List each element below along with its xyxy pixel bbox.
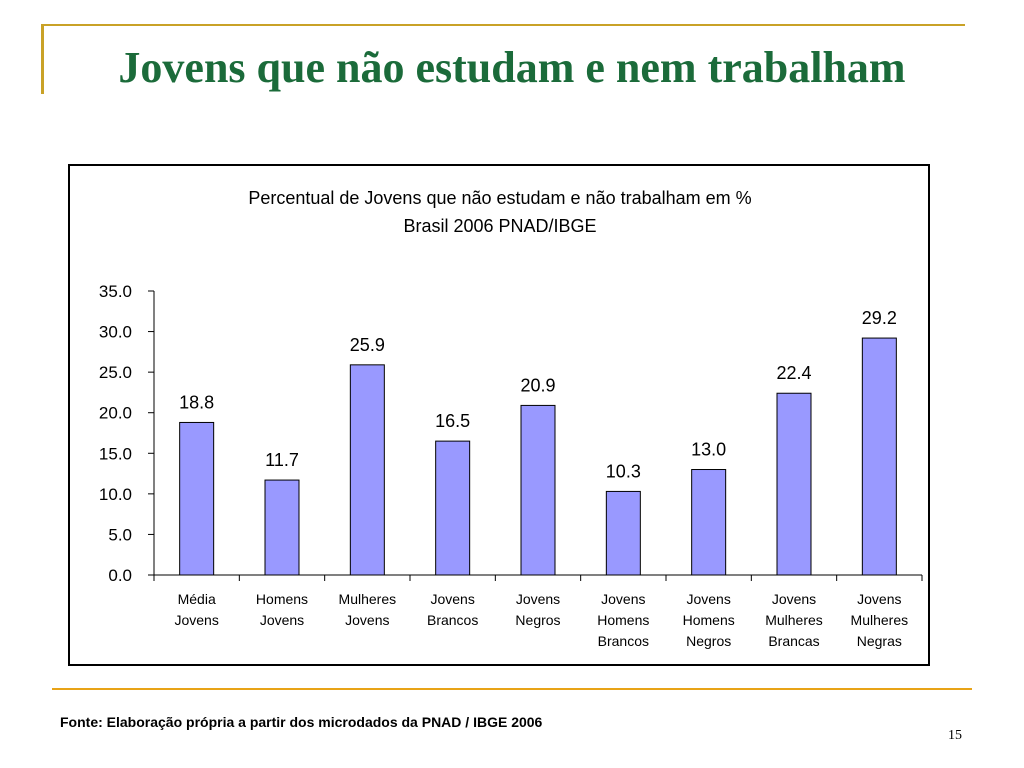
- bar-value-label: 22.4: [776, 363, 811, 383]
- x-category-label: Negros: [686, 633, 731, 649]
- bar-chart: Percentual de Jovens que não estudam e n…: [99, 188, 923, 649]
- bar-value-label: 10.3: [606, 461, 641, 481]
- x-category-label: Jovens: [174, 612, 218, 628]
- y-tick-label: 5.0: [108, 525, 132, 544]
- chart-frame: Percentual de Jovens que não estudam e n…: [68, 164, 930, 666]
- bar-value-label: 16.5: [435, 411, 470, 431]
- x-category-label: Média: [178, 591, 216, 607]
- y-tick-label: 20.0: [99, 404, 132, 423]
- x-category-label: Jovens: [516, 591, 560, 607]
- x-category-label: Negras: [857, 633, 902, 649]
- slide-number: 15: [948, 728, 962, 743]
- x-category-label: Jovens: [345, 612, 389, 628]
- bar: [264, 479, 300, 576]
- y-tick-label: 30.0: [99, 323, 132, 342]
- bar-value-label: 11.7: [265, 450, 299, 470]
- x-category-label: Jovens: [601, 591, 645, 607]
- x-category-label: Brancas: [768, 633, 819, 649]
- source-note: Fonte: Elaboração própria a partir dos m…: [60, 714, 543, 730]
- decorative-top-line: [41, 24, 965, 26]
- x-category-label: Homens: [597, 612, 649, 628]
- y-tick-label: 15.0: [99, 444, 132, 463]
- x-category-label: Jovens: [772, 591, 816, 607]
- bar: [861, 337, 897, 576]
- slide-title: Jovens que não estudam e nem trabalham: [118, 43, 906, 92]
- bar-value-label: 13.0: [691, 440, 726, 460]
- bar-value-label: 20.9: [520, 375, 555, 395]
- x-category-label: Jovens: [430, 591, 474, 607]
- y-tick-label: 25.0: [99, 363, 132, 382]
- decorative-vertical-line: [41, 24, 44, 94]
- y-tick-label: 0.0: [108, 566, 132, 585]
- y-tick-label: 35.0: [99, 282, 132, 301]
- x-category-label: Jovens: [260, 612, 304, 628]
- chart-subtitle: Brasil 2006 PNAD/IBGE: [403, 216, 596, 236]
- bar: [349, 364, 385, 576]
- x-category-label: Mulheres: [851, 612, 909, 628]
- x-category-label: Homens: [256, 591, 308, 607]
- chart-title: Percentual de Jovens que não estudam e n…: [248, 188, 751, 208]
- decorative-bottom-line: [52, 688, 972, 690]
- bar-value-label: 29.2: [862, 308, 897, 328]
- x-category-label: Brancos: [427, 612, 478, 628]
- bar-value-label: 18.8: [179, 392, 214, 412]
- x-category-label: Jovens: [857, 591, 901, 607]
- x-category-label: Negros: [515, 612, 560, 628]
- bar-value-label: 25.9: [350, 335, 385, 355]
- x-category-label: Homens: [683, 612, 735, 628]
- bar: [691, 469, 727, 576]
- x-category-label: Brancos: [598, 633, 649, 649]
- bar: [776, 392, 812, 576]
- bar: [179, 421, 215, 576]
- x-category-label: Mulheres: [765, 612, 823, 628]
- bar: [605, 490, 641, 576]
- x-category-label: Mulheres: [339, 591, 397, 607]
- bar: [520, 404, 556, 576]
- y-tick-label: 10.0: [99, 485, 132, 504]
- x-category-label: Jovens: [686, 591, 730, 607]
- bar: [435, 440, 471, 576]
